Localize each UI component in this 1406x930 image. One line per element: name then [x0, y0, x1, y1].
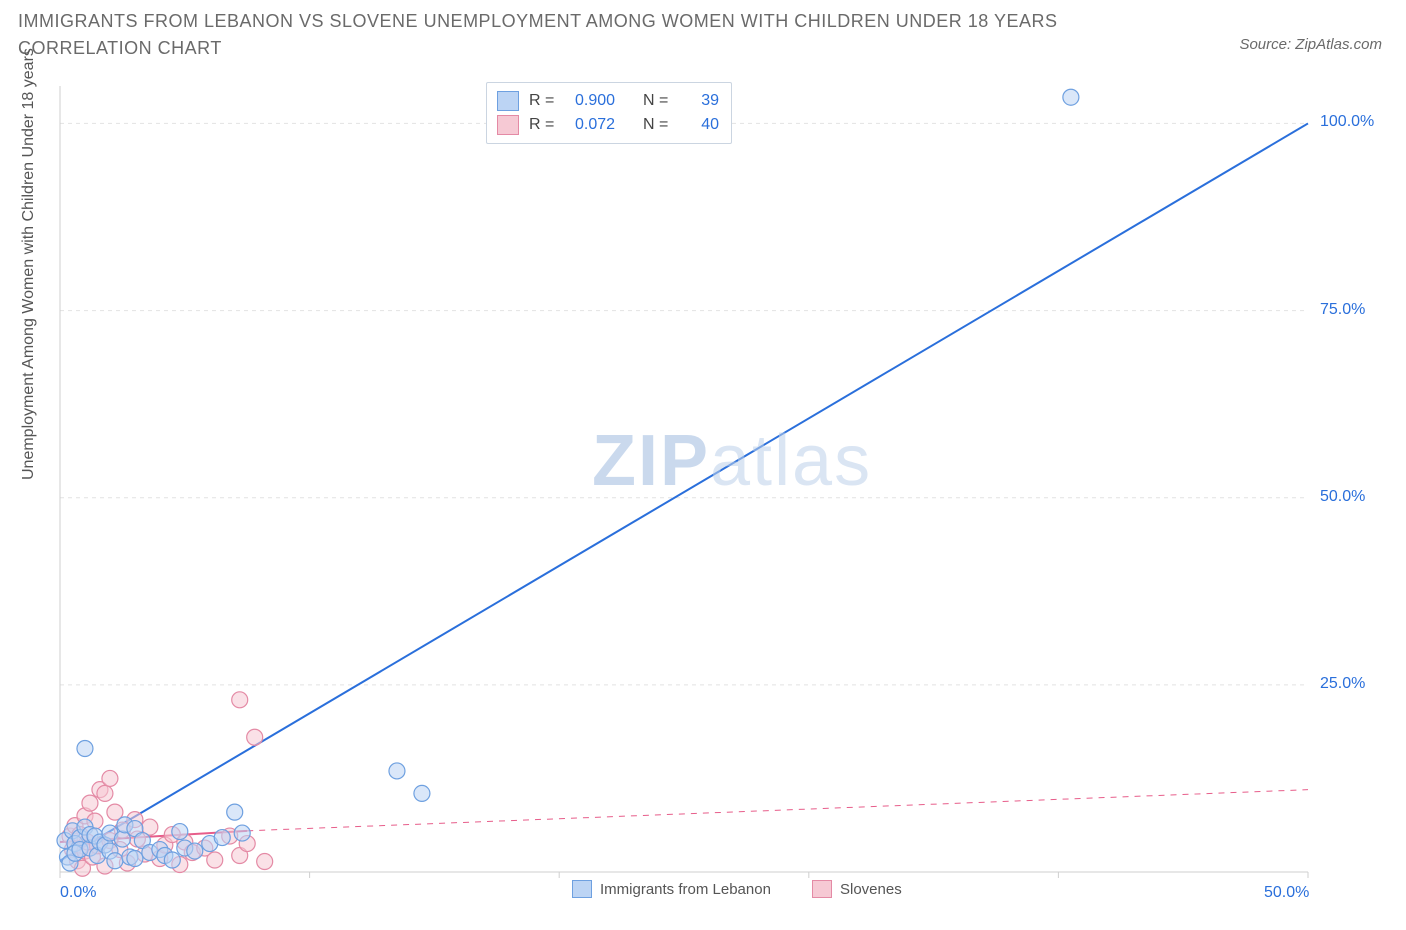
legend-label: Slovenes	[840, 881, 902, 898]
legend-swatch	[572, 880, 592, 898]
legend-row: R = 0.900 N = 39	[497, 89, 719, 113]
correlation-legend: R = 0.900 N = 39 R = 0.072 N = 40	[486, 82, 732, 144]
legend-n-label: N =	[643, 92, 679, 110]
legend-r-value: 0.900	[575, 92, 633, 110]
scatter-chart-svg	[52, 80, 1382, 900]
chart-area: ZIPatlas R = 0.900 N = 39 R = 0.072 N = …	[52, 80, 1382, 900]
legend-n-value: 39	[689, 92, 719, 110]
legend-n-value: 40	[689, 116, 719, 134]
y-tick-label: 25.0%	[1320, 675, 1365, 693]
y-axis-label: Unemployment Among Women with Children U…	[20, 48, 38, 480]
bottom-legend-item: Immigrants from Lebanon	[572, 880, 771, 898]
x-tick-label: 50.0%	[1264, 884, 1309, 902]
bottom-legend-item: Slovenes	[812, 880, 902, 898]
legend-swatch-lebanon	[497, 91, 519, 111]
legend-swatch	[812, 880, 832, 898]
source-credit: Source: ZipAtlas.com	[1239, 36, 1382, 53]
y-tick-label: 50.0%	[1320, 488, 1365, 506]
legend-r-label: R =	[529, 92, 565, 110]
y-tick-label: 100.0%	[1320, 113, 1374, 131]
y-tick-label: 75.0%	[1320, 301, 1365, 319]
legend-r-value: 0.072	[575, 116, 633, 134]
legend-label: Immigrants from Lebanon	[600, 881, 771, 898]
legend-row: R = 0.072 N = 40	[497, 113, 719, 137]
x-tick-label: 0.0%	[60, 884, 96, 902]
legend-swatch-slovenes	[497, 115, 519, 135]
legend-n-label: N =	[643, 116, 679, 134]
chart-title: IMMIGRANTS FROM LEBANON VS SLOVENE UNEMP…	[18, 8, 1118, 62]
legend-r-label: R =	[529, 116, 565, 134]
